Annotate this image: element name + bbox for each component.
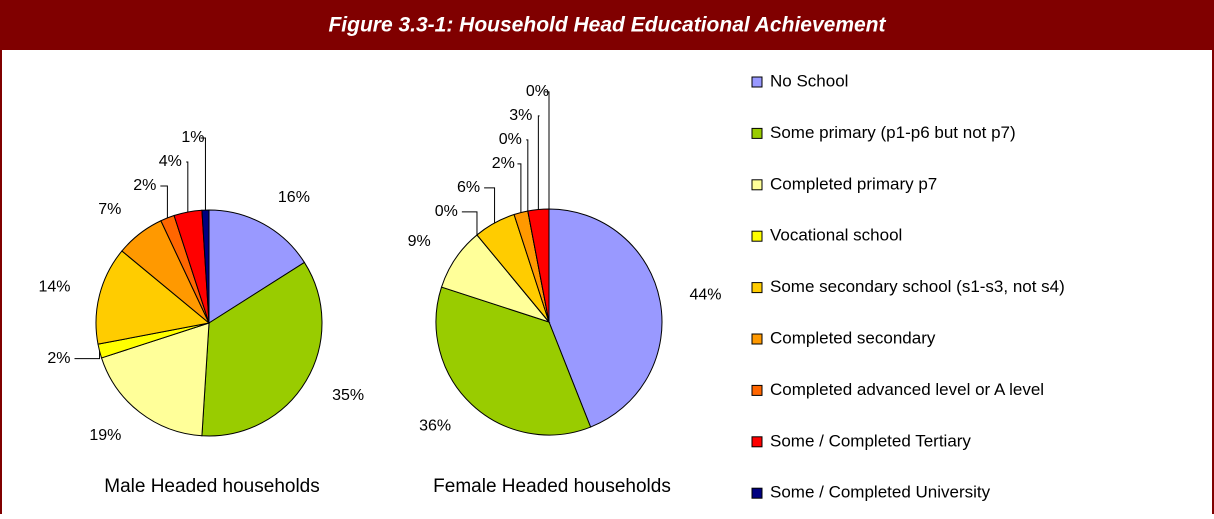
data-label: 9%: [408, 233, 431, 250]
pie-slice: [548, 208, 663, 428]
data-label: 2%: [492, 155, 515, 172]
legend-swatch: [751, 436, 763, 448]
data-label: 2%: [47, 350, 70, 367]
data-label: 0%: [499, 131, 522, 148]
pie-caption: Female Headed households: [433, 476, 671, 497]
chart-title: Figure 3.3-1: Household Head Educational…: [328, 14, 886, 37]
leader-line: [545, 91, 550, 209]
legend-swatch: [751, 127, 763, 139]
pie-slice: [100, 322, 210, 437]
data-label: 35%: [332, 387, 364, 404]
data-label: 0%: [526, 83, 549, 100]
leader-line: [461, 211, 478, 235]
leader-line: [526, 139, 529, 212]
pie-slice: [435, 286, 592, 436]
legend-swatch: [751, 179, 763, 191]
data-label: 6%: [457, 179, 480, 196]
leader-line: [517, 163, 522, 213]
legend-swatch: [751, 333, 763, 345]
legend-label: Some / Completed Tertiary: [770, 431, 971, 450]
data-label: 3%: [509, 107, 532, 124]
header-band: [0, 0, 1214, 50]
leader-line: [537, 115, 540, 210]
legend-label: Completed primary p7: [770, 174, 937, 193]
data-label: 1%: [181, 129, 204, 146]
pie-slice: [201, 209, 210, 324]
data-label: 16%: [278, 189, 310, 206]
data-label: 44%: [689, 286, 721, 303]
pie-slice: [201, 261, 323, 437]
legend-swatch: [751, 282, 763, 294]
legend-label: Some / Completed University: [770, 483, 991, 502]
leader-line: [200, 137, 206, 211]
legend-label: Some primary (p1-p6 but not p7): [770, 123, 1016, 142]
leader-line: [74, 351, 101, 360]
leader-line: [186, 161, 189, 213]
legend-swatch: [751, 487, 763, 499]
data-label: 4%: [159, 153, 182, 170]
pie-slice: [95, 250, 211, 345]
leader-line: [484, 187, 496, 223]
data-label: 19%: [89, 427, 121, 444]
pie-caption: Male Headed households: [104, 476, 320, 497]
legend-label: Completed secondary: [770, 328, 936, 347]
legend-label: Completed advanced level or A level: [770, 380, 1044, 399]
leader-line: [160, 185, 168, 218]
legend-label: Vocational school: [770, 226, 902, 245]
data-label: 14%: [38, 279, 70, 296]
legend-swatch: [751, 230, 763, 242]
pie-slice: [208, 209, 306, 324]
data-label: 7%: [98, 201, 121, 218]
data-label: 36%: [419, 417, 451, 434]
legend-label: Some secondary school (s1-s3, not s4): [770, 277, 1065, 296]
legend-swatch: [751, 76, 763, 88]
data-label: 2%: [133, 177, 156, 194]
data-label: 0%: [435, 203, 458, 220]
legend-swatch: [751, 384, 763, 396]
legend-label: No School: [770, 71, 848, 90]
